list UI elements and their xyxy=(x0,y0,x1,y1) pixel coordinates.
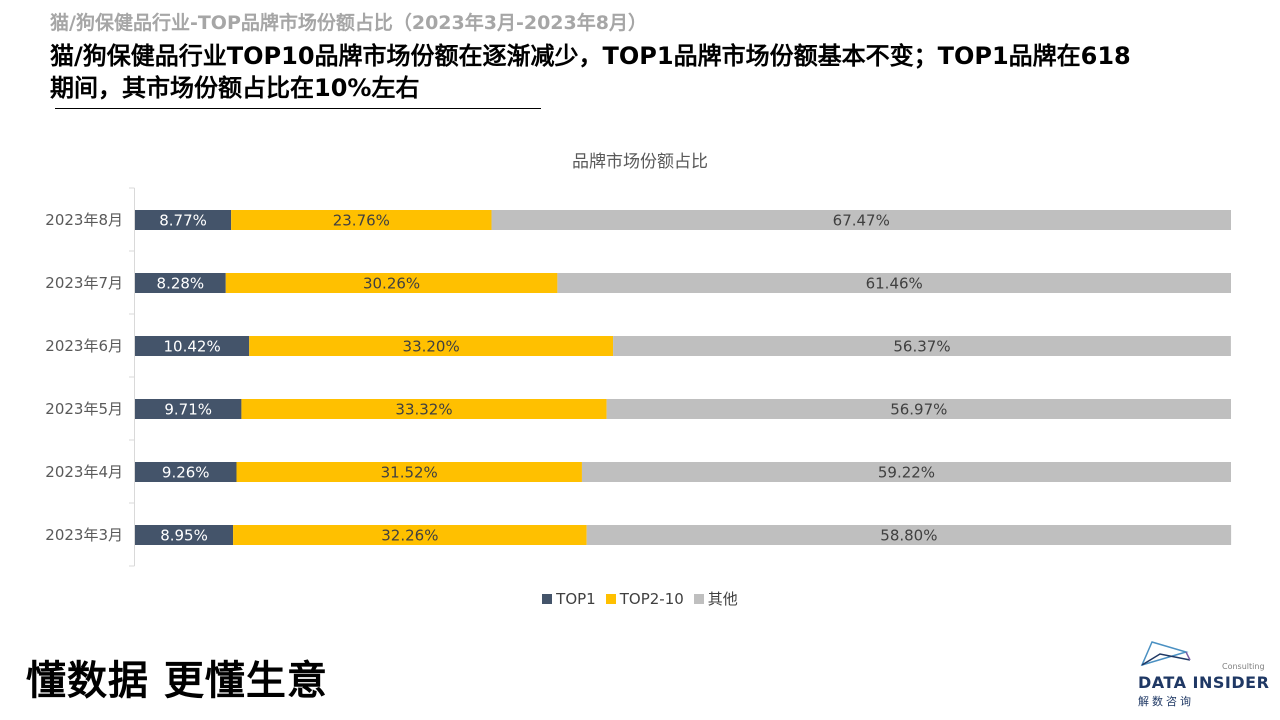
data-label-bg xyxy=(878,462,935,482)
data-label-bg xyxy=(866,273,922,293)
legend-swatch-other xyxy=(693,593,704,604)
data-label: 8.77% xyxy=(159,212,207,230)
data-label: 30.26% xyxy=(363,275,420,293)
data-label-bg xyxy=(164,399,212,419)
legend-item-top2-10: TOP2-10 xyxy=(605,588,684,609)
data-label: 56.37% xyxy=(893,338,950,356)
data-label-bg xyxy=(891,399,947,419)
logo-consulting-text: Consulting xyxy=(1222,662,1265,671)
data-label-bg xyxy=(160,525,208,545)
legend-item-top1: TOP1 xyxy=(542,588,596,609)
legend-label-top1: TOP1 xyxy=(556,589,596,608)
headline-underline xyxy=(55,108,541,109)
data-label-bg xyxy=(164,336,220,356)
page-headline: 猫/狗保健品行业TOP10品牌市场份额在逐渐减少，TOP1品牌市场份额基本不变；… xyxy=(50,42,1131,102)
data-label-bg xyxy=(333,210,390,230)
data-label: 56.97% xyxy=(890,401,947,419)
legend-label-top2-10: TOP2-10 xyxy=(619,589,684,608)
logo-mark-icon xyxy=(1140,641,1191,667)
footer-slogan: 懂数据 更懂生意 xyxy=(26,658,328,704)
data-label-bg xyxy=(156,273,204,293)
category-label: 2023年6月 xyxy=(45,337,123,355)
data-label-bg xyxy=(403,336,459,356)
legend-swatch-top1 xyxy=(542,593,553,604)
data-insider-logo: Consulting DATA INSIDER 解数咨询 xyxy=(1136,638,1270,710)
legend-swatch-top2-10 xyxy=(605,593,616,604)
legend-item-other: 其他 xyxy=(693,588,738,609)
data-label-bg xyxy=(363,273,420,293)
chart-title: 品牌市场份额占比 xyxy=(572,152,708,172)
category-label: 2023年7月 xyxy=(45,274,123,292)
logo-cn-name: 解数咨询 xyxy=(1138,695,1194,708)
data-label: 59.22% xyxy=(878,464,935,482)
data-label: 58.80% xyxy=(880,527,937,545)
data-label-bg xyxy=(381,462,438,482)
category-label: 2023年8月 xyxy=(45,211,123,229)
category-label: 2023年5月 xyxy=(45,400,123,418)
category-label: 2023年3月 xyxy=(45,526,123,544)
data-label: 23.76% xyxy=(333,212,390,230)
data-label-bg xyxy=(159,210,207,230)
data-label: 9.71% xyxy=(164,401,212,419)
data-label-bg xyxy=(894,336,950,356)
data-label-bg xyxy=(833,210,890,230)
legend-label-other: 其他 xyxy=(707,590,738,608)
chart-legend: TOP1 TOP2-10 其他 xyxy=(0,588,1280,609)
data-label-bg xyxy=(396,399,452,419)
logo-name: DATA INSIDER xyxy=(1138,673,1270,692)
data-label-bg xyxy=(162,462,210,482)
data-label: 33.32% xyxy=(395,401,452,419)
data-label-bg xyxy=(382,525,438,545)
data-label: 32.26% xyxy=(381,527,438,545)
data-label: 10.42% xyxy=(164,338,221,356)
data-label: 9.26% xyxy=(162,464,210,482)
data-label: 8.95% xyxy=(160,527,208,545)
data-label: 67.47% xyxy=(833,212,890,230)
category-label: 2023年4月 xyxy=(45,463,123,481)
data-label: 33.20% xyxy=(403,338,460,356)
data-label: 8.28% xyxy=(157,275,205,293)
data-label: 61.46% xyxy=(866,275,923,293)
data-label: 31.52% xyxy=(381,464,438,482)
data-label-bg xyxy=(881,525,937,545)
page-subtitle: 猫/狗保健品行业-TOP品牌市场份额占比（2023年3月-2023年8月） xyxy=(50,12,647,34)
